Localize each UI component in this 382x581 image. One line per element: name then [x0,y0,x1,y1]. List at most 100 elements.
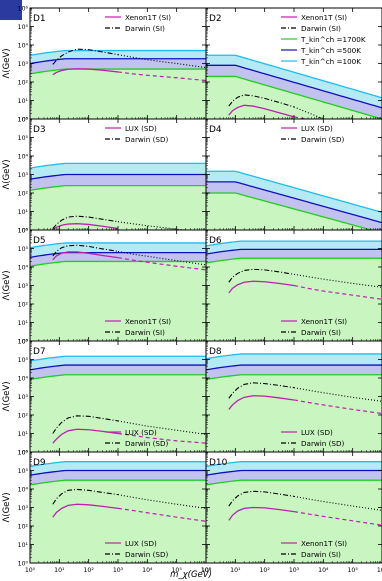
y-tick-label: 10¹ [18,542,29,549]
band-fill-1700k [206,258,382,341]
series-line-extrapolated [117,71,206,82]
panel-label: D7 [33,347,46,357]
series-line-darwin-sd- [52,488,119,505]
series-line-darwin-si- [52,48,119,65]
y-tick-label: 10¹ [18,98,29,105]
y-tick-label: 10⁶ [18,339,29,346]
y-axis-label: Λ(GeV) [2,48,12,78]
band-line-500k [206,64,382,109]
y-tick-label: 10³ [18,61,29,68]
panel-d4: D4 LUX (SD) Darwin (SD) [205,118,382,231]
series-line-extrapolated [293,511,382,526]
band-fill-1700k [30,374,206,452]
band-line-500k [30,58,206,65]
legend-entry: LUX (SD) [301,428,333,437]
band-line-100k [30,162,206,169]
y-tick-label: 10⁵ [18,357,29,364]
legend-entry: Darwin (SI) [301,24,341,33]
series-line-darwin-si- [228,268,295,283]
x-tick-label: 10⁶ [201,567,212,574]
series-line-darwin-sd- [52,215,119,229]
series-line-extrapolated [293,106,324,119]
x-tick-label: 10¹ [230,567,241,574]
band-line-1700k [206,479,382,486]
panel-d7: 10⁰ 10¹ 10² 10³ 10⁴ 10⁵ 10⁶ D7 LUX (SD) Darwin (S… [18,339,207,457]
legend-entry: LUX (SD) [125,428,157,437]
series-line-lux-sd- [52,428,119,444]
band-line-100k [206,240,382,247]
series-line-xenon1t-si- [228,506,295,521]
band-line-100k [30,242,206,249]
band-line-1700k [30,479,206,486]
band-fill-1700k [30,185,206,230]
panel-d1: 10⁰ 10¹ 10² 10³ 10⁴ 10⁵ 10⁶ D1 Xenon1T (SI) Darwi… [18,6,207,124]
y-tick-label: 10⁶ [18,6,29,13]
band-fill-1700k [30,69,206,119]
band-line-1700k [30,374,206,381]
legend-entry: Darwin (SD) [125,439,169,448]
y-tick-label: 10⁵ [18,246,29,253]
legend-entry: Darwin (SD) [301,439,345,448]
page-corner-marker [0,0,22,20]
panel-body [206,240,382,341]
panel-label: D9 [33,458,46,468]
panel-body [30,355,206,452]
panels-layer: 10⁰ 10¹ 10² 10³ 10⁴ 10⁵ 10⁶ D1 Xenon1T (SI) Darwi… [18,6,382,574]
series-line-lux-sd- [228,395,295,410]
series-line-extrapolated [117,507,206,522]
panel-body [30,48,206,119]
x-tick-label: 10² [83,567,94,574]
series-line-lux-sd- [52,223,119,230]
y-tick-label: 10⁴ [18,43,29,50]
legend-entry: Darwin (SD) [125,135,169,144]
series-line-extrapolated [293,284,382,300]
series-line-extrapolated [117,54,206,69]
panel-body [30,242,206,341]
band-line-1700k [206,374,382,381]
band-line-500k [206,248,382,255]
y-tick-label: 10¹ [18,209,29,216]
y-tick-label: 10² [18,80,29,87]
legend-entry: Xenon1T (SI) [301,13,347,22]
y-tick-label: 10⁰ [18,228,29,235]
y-tick-label: 10³ [18,505,29,512]
x-tick-label: 10⁶ [377,567,382,574]
series-line-xenon1t-si- [52,251,119,261]
series-line-xenon1t-si- [228,280,295,294]
band-line-500k [206,364,382,371]
y-tick-label: 10⁵ [18,135,29,142]
series-line-extrapolated [117,420,206,435]
band-line-500k [206,181,382,224]
panel-label: D6 [209,236,222,246]
legend-entry: LUX (SD) [125,539,157,548]
y-tick-label: 10⁰ [18,561,29,568]
panel-body [206,353,382,452]
legend-entry: Xenon1T (SI) [125,13,171,22]
y-tick-label: 10⁰ [18,450,29,457]
y-tick-label: 10⁵ [18,468,29,475]
x-tick-label: 10⁰ [25,567,36,574]
y-tick-label: 10⁴ [18,376,29,383]
series-line-xenon1t-si- [228,104,295,118]
legend-entry: Darwin (SD) [125,550,169,559]
legend-entry: Xenon1T (SI) [125,317,171,326]
y-tick-label: 10² [18,524,29,531]
y-tick-label: 10⁵ [18,24,29,31]
panel-body [30,162,206,230]
y-tick-label: 10¹ [18,320,29,327]
series-line-darwin-si- [52,244,119,257]
series-line-extrapolated [117,250,206,266]
panel-body [206,170,382,230]
y-tick-label: 10⁶ [18,228,29,235]
x-axis-label: m_χ(GeV) [170,570,212,580]
band-line-100k [30,49,206,57]
band-line-500k [30,173,206,180]
x-tick-label: 10⁵ [347,567,358,574]
y-axis-label: Λ(GeV) [2,492,12,522]
y-tick-label: 10⁶ [18,450,29,457]
series-line-darwin-sd- [228,382,295,399]
x-tick-label: 10⁰ [201,567,212,574]
panel-body [206,54,382,119]
band-fill-1700k [206,374,382,452]
band-line-100k [206,353,382,360]
